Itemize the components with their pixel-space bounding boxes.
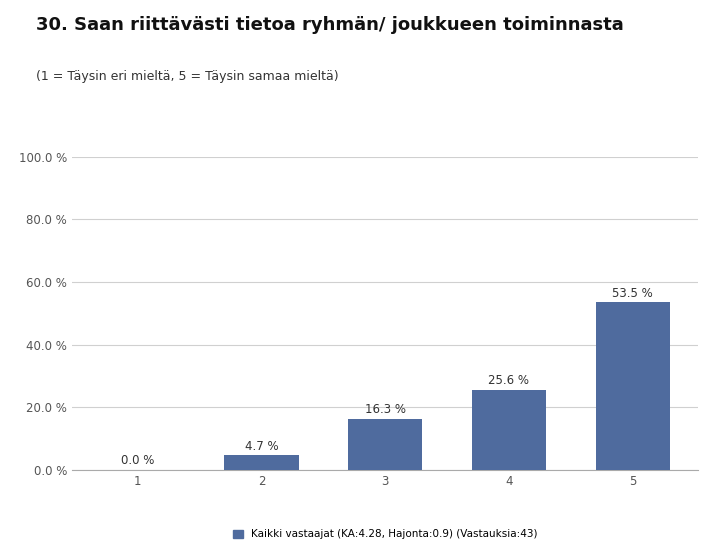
Text: 4.7 %: 4.7 % [245, 440, 278, 453]
Bar [348, 418, 423, 470]
Text: 0.0 %: 0.0 % [121, 454, 154, 467]
Text: (1 = Täysin eri mieltä, 5 = Täysin samaa mieltä): (1 = Täysin eri mieltä, 5 = Täysin samaa… [36, 70, 338, 83]
Text: 16.3 %: 16.3 % [365, 403, 405, 416]
Bar [224, 455, 299, 470]
Legend: Kaikki vastaajat (KA:4.28, Hajonta:0.9) (Vastauksia:43): Kaikki vastaajat (KA:4.28, Hajonta:0.9) … [228, 525, 542, 540]
Text: 53.5 %: 53.5 % [613, 287, 653, 300]
Bar [595, 302, 670, 470]
Text: 30. Saan riittävästi tietoa ryhmän/ joukkueen toiminnasta: 30. Saan riittävästi tietoa ryhmän/ jouk… [36, 16, 624, 34]
Bar [472, 390, 546, 470]
Text: 25.6 %: 25.6 % [488, 374, 529, 387]
